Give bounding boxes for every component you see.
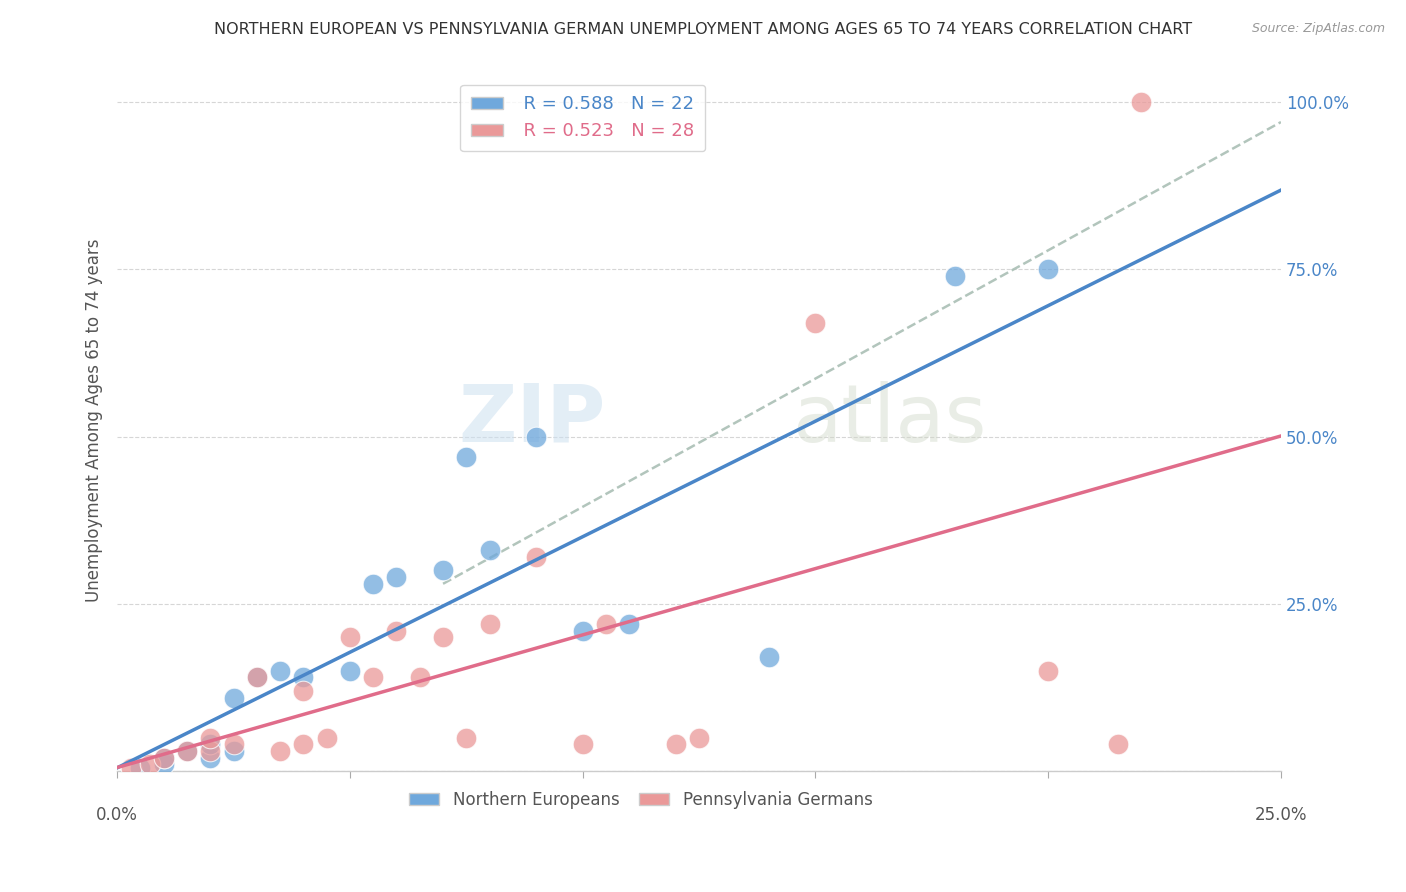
- Point: [200, 731, 222, 745]
- Text: Source: ZipAtlas.com: Source: ZipAtlas.com: [1251, 22, 1385, 36]
- Point: [943, 268, 966, 283]
- Point: [269, 744, 291, 758]
- Point: [292, 670, 315, 684]
- Point: [478, 543, 501, 558]
- Point: [222, 744, 245, 758]
- Point: [222, 737, 245, 751]
- Point: [432, 563, 454, 577]
- Text: ZIP: ZIP: [458, 381, 606, 458]
- Point: [339, 664, 361, 678]
- Point: [129, 761, 152, 775]
- Point: [222, 690, 245, 705]
- Point: [152, 751, 174, 765]
- Point: [456, 731, 478, 745]
- Point: [478, 616, 501, 631]
- Point: [688, 731, 710, 745]
- Point: [292, 737, 315, 751]
- Point: [1038, 262, 1060, 277]
- Y-axis label: Unemployment Among Ages 65 to 74 years: Unemployment Among Ages 65 to 74 years: [86, 238, 103, 601]
- Point: [152, 757, 174, 772]
- Point: [385, 570, 408, 584]
- Point: [804, 316, 827, 330]
- Point: [361, 576, 384, 591]
- Point: [120, 761, 142, 775]
- Text: 25.0%: 25.0%: [1254, 806, 1308, 824]
- Point: [361, 670, 384, 684]
- Legend: Northern Europeans, Pennsylvania Germans: Northern Europeans, Pennsylvania Germans: [402, 784, 879, 815]
- Point: [409, 670, 432, 684]
- Point: [152, 751, 174, 765]
- Point: [269, 664, 291, 678]
- Point: [246, 670, 269, 684]
- Point: [139, 757, 162, 772]
- Point: [176, 744, 198, 758]
- Point: [665, 737, 688, 751]
- Point: [176, 744, 198, 758]
- Point: [456, 450, 478, 464]
- Point: [524, 429, 547, 443]
- Point: [524, 549, 547, 564]
- Point: [385, 624, 408, 638]
- Point: [200, 744, 222, 758]
- Point: [758, 650, 780, 665]
- Point: [1130, 95, 1153, 109]
- Point: [339, 630, 361, 644]
- Point: [292, 683, 315, 698]
- Point: [200, 751, 222, 765]
- Point: [571, 737, 593, 751]
- Point: [315, 731, 337, 745]
- Point: [200, 737, 222, 751]
- Point: [246, 670, 269, 684]
- Point: [619, 616, 641, 631]
- Text: 0.0%: 0.0%: [96, 806, 138, 824]
- Point: [1038, 664, 1060, 678]
- Point: [432, 630, 454, 644]
- Point: [571, 624, 593, 638]
- Text: NORTHERN EUROPEAN VS PENNSYLVANIA GERMAN UNEMPLOYMENT AMONG AGES 65 TO 74 YEARS : NORTHERN EUROPEAN VS PENNSYLVANIA GERMAN…: [214, 22, 1192, 37]
- Point: [1107, 737, 1129, 751]
- Text: atlas: atlas: [792, 381, 987, 458]
- Point: [595, 616, 617, 631]
